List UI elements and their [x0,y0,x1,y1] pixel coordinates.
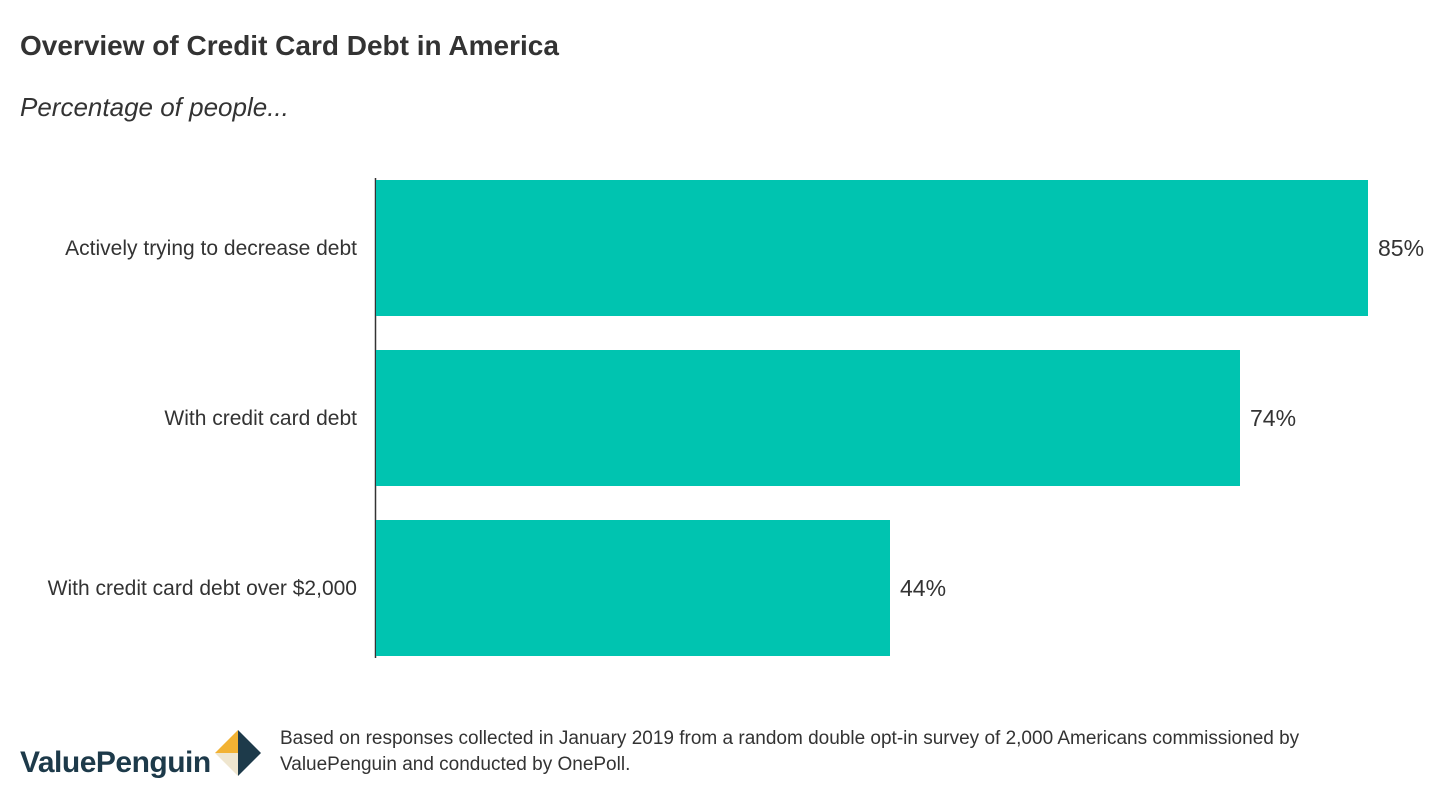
value-label: 74% [1250,405,1296,431]
bar [376,180,1368,316]
value-label: 85% [1378,235,1424,261]
category-label: With credit card debt [164,407,357,430]
logo-text: ValuePenguin [20,746,211,779]
source-note: Based on responses collected in January … [280,728,1300,775]
category-label: Actively trying to decrease debt [65,237,357,260]
chart-title: Overview of Credit Card Debt in America [20,30,559,61]
chart-subtitle: Percentage of people... [20,92,289,122]
valuepenguin-logo-icon [214,730,261,776]
value-label: 44% [900,575,946,601]
bar [376,520,890,656]
footer: ValuePenguin Based on responses collecte… [20,720,1410,790]
bar [376,350,1240,486]
valuepenguin-logo: ValuePenguin [20,728,261,778]
bar-chart: Actively trying to decrease debt 85% With … [48,178,1424,658]
category-label: With credit card debt over $2,000 [48,577,357,600]
